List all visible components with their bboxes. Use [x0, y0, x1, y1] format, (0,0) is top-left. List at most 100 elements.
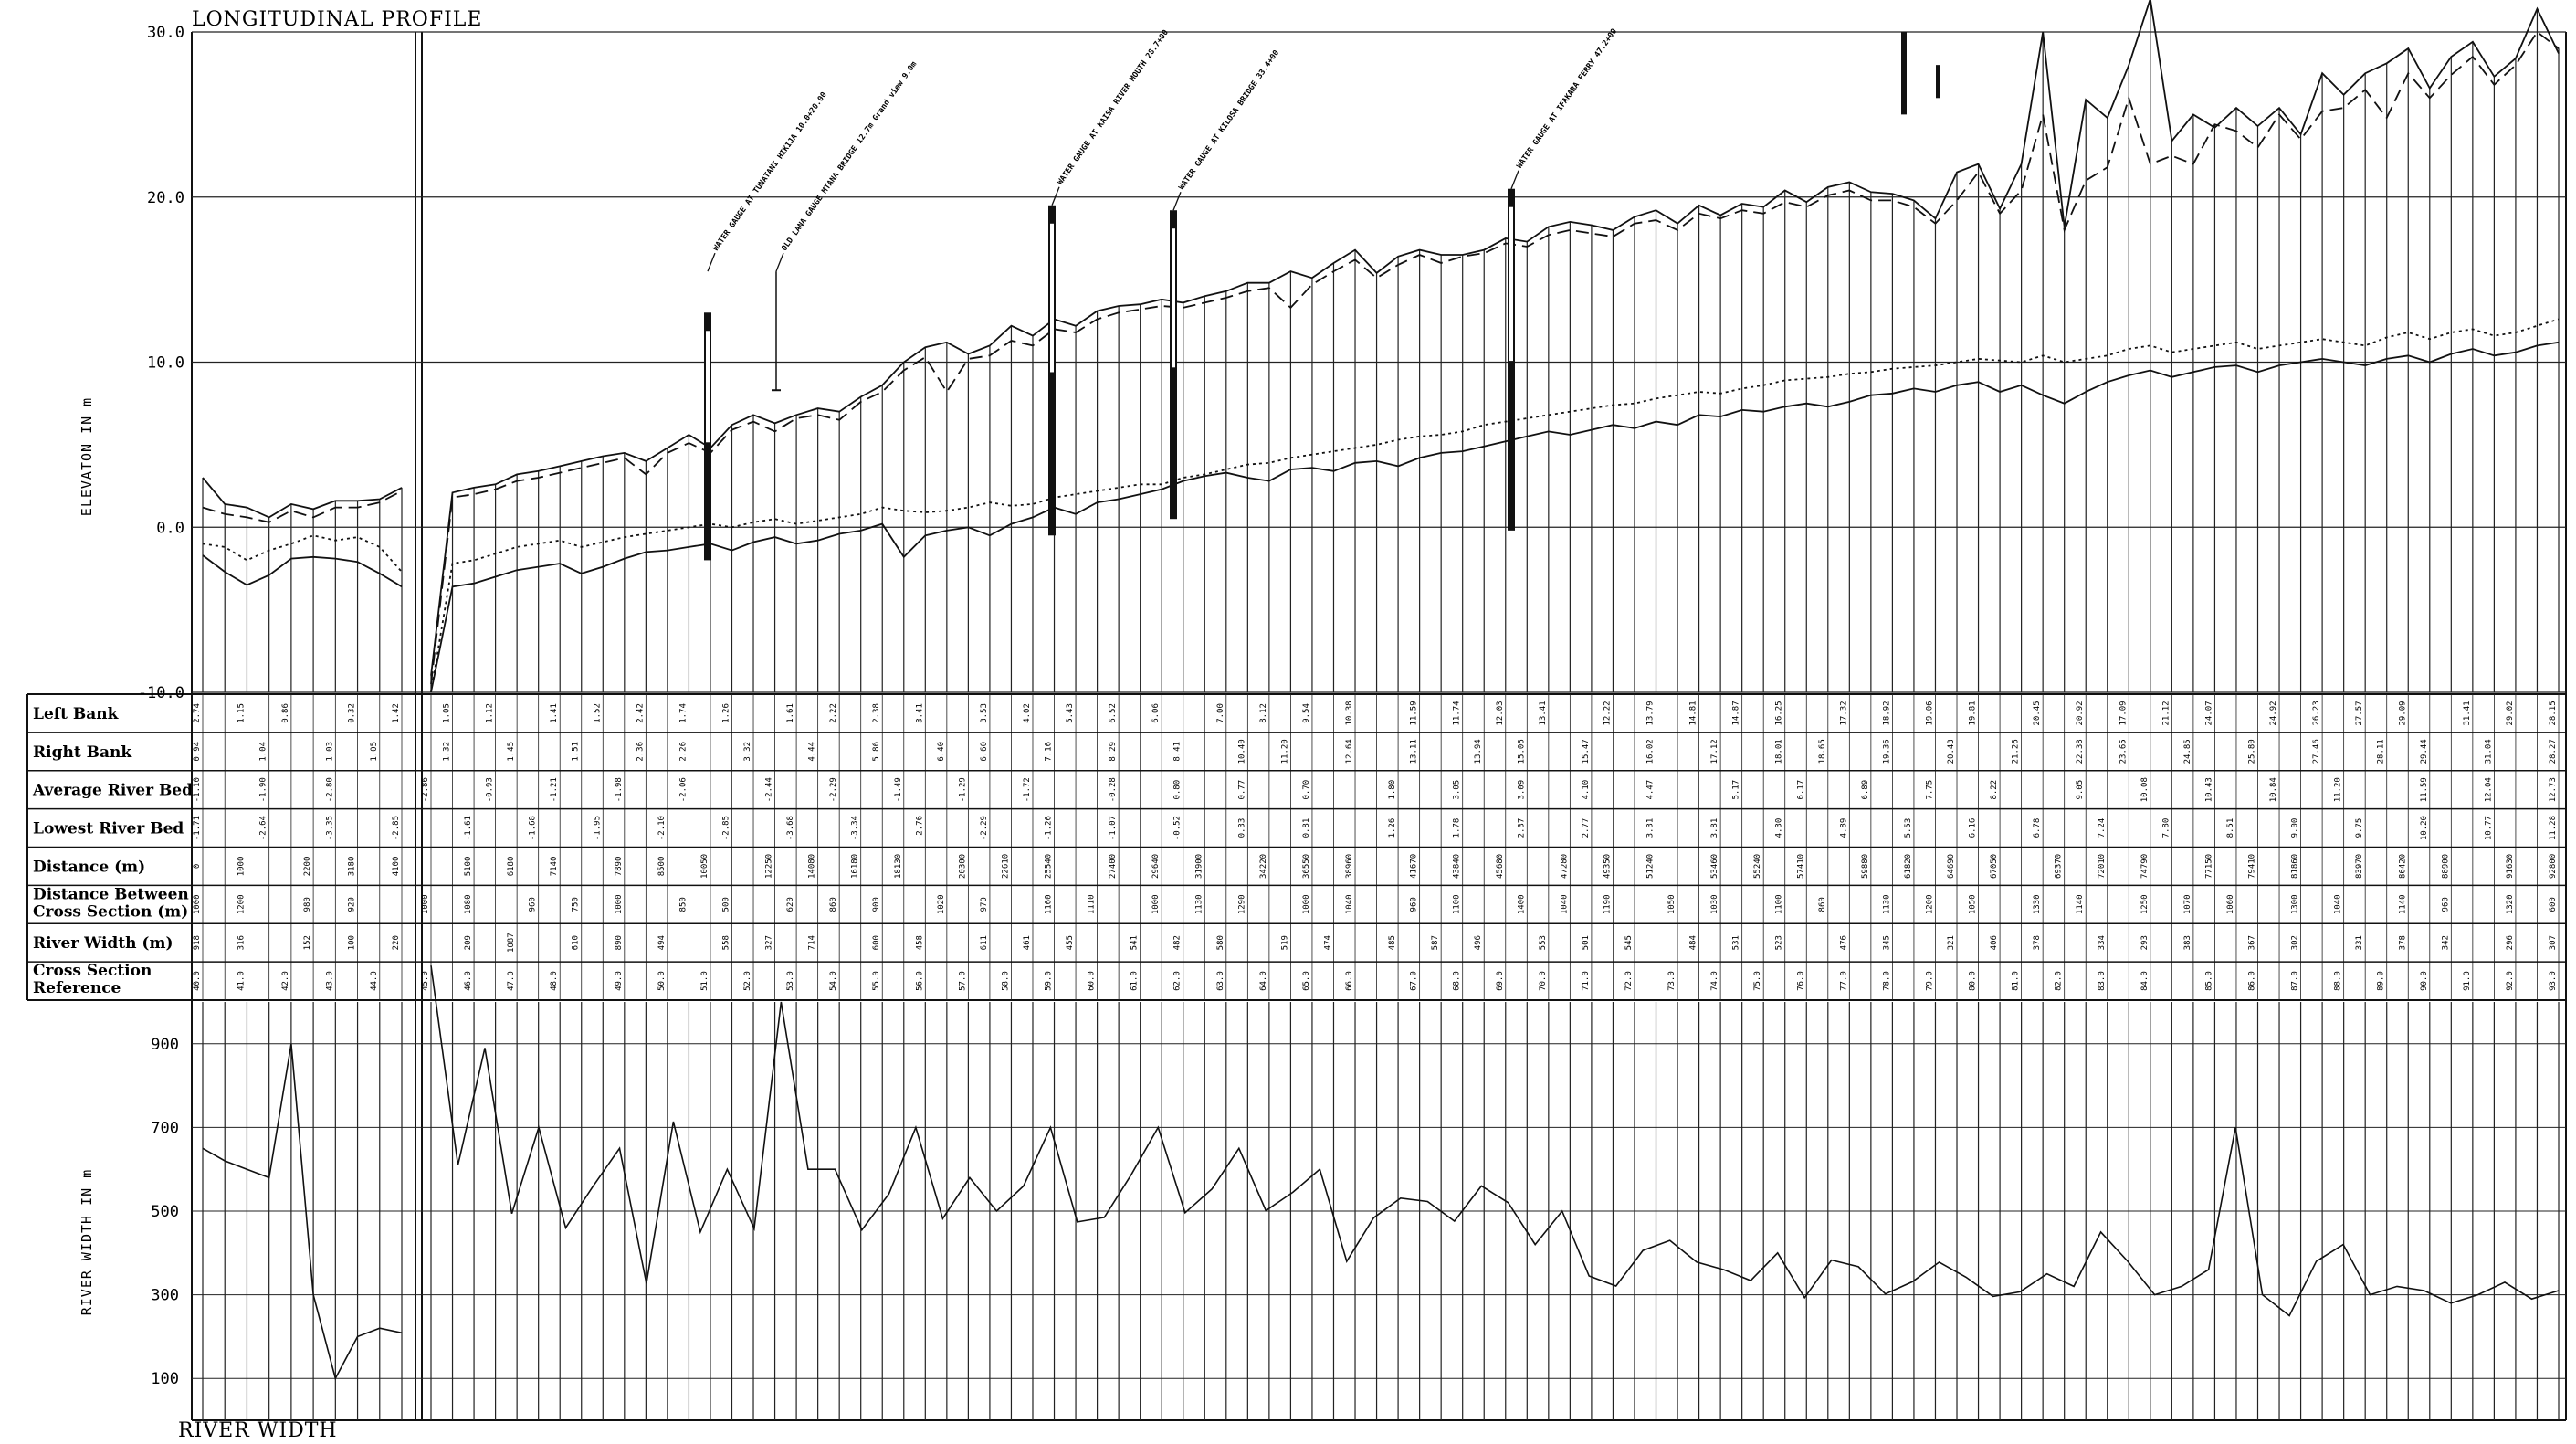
table-cell: 28.15	[2549, 701, 2558, 725]
table-cell: 13.11	[1410, 739, 1419, 764]
profile-series-line	[430, 341, 2560, 693]
table-cell: -0.93	[486, 777, 495, 802]
profile-y-tick-label: 0.0	[156, 519, 184, 537]
table-cell: 18.65	[1818, 739, 1827, 764]
table-cell: 2.38	[872, 703, 881, 723]
table-cell: 48.0	[550, 971, 559, 991]
table-cell: 42.0	[281, 971, 290, 991]
table-cell: 63.0	[1216, 971, 1225, 991]
table-cell: 55240	[1753, 854, 1762, 879]
table-cell: -1.68	[529, 816, 538, 840]
table-cell: 47.0	[507, 971, 516, 991]
table-cell: 59.0	[1045, 971, 1054, 991]
table-cell: 307	[2549, 935, 2558, 950]
table-cell: 302	[2291, 935, 2300, 950]
table-cell: 14.87	[1732, 701, 1741, 725]
table-cell: 5100	[464, 857, 473, 877]
table-cell: 92800	[2549, 854, 2558, 879]
table-cell: 558	[721, 935, 731, 950]
table-cell: 21.12	[2161, 701, 2171, 725]
table-cell: 476	[1839, 935, 1848, 950]
table-cell: 28.11	[2377, 739, 2386, 764]
table-cell: 960	[1410, 897, 1419, 912]
width-y-tick-label: 700	[151, 1119, 179, 1137]
table-cell: 6.16	[1969, 818, 1978, 838]
table-cell: 1.05	[443, 703, 452, 723]
table-cell: 57410	[1796, 854, 1805, 879]
sheet-frames	[26, 32, 2567, 1421]
gauge-staff-band	[1050, 223, 1054, 373]
table-cell: 5.86	[872, 742, 881, 762]
table-cell: 383	[2183, 935, 2192, 950]
table-cell: 2.22	[829, 703, 838, 723]
table-cell: -1.72	[1023, 777, 1032, 802]
table-cell: 1000	[237, 857, 246, 877]
table-cell: 5.17	[1732, 780, 1741, 800]
table-cell: -3.35	[325, 816, 334, 840]
table-cell: 70.0	[1539, 971, 1548, 991]
table-cell: -1.98	[615, 777, 624, 802]
table-cell: 84.0	[2140, 971, 2150, 991]
table-cell: 82.0	[2055, 971, 2064, 991]
table-cell: 20.45	[2033, 701, 2042, 725]
table-cell: 461	[1023, 935, 1032, 950]
table-cell: 29.09	[2398, 701, 2407, 725]
table-cell: 14080	[808, 854, 817, 879]
table-cell: 15.06	[1517, 739, 1526, 764]
table-cell: 1000	[421, 894, 430, 914]
table-cell: 0.86	[281, 703, 290, 723]
table-cell: 46.0	[464, 971, 473, 991]
table-cell: 16180	[851, 854, 860, 879]
table-cell: 6.89	[1861, 780, 1870, 800]
table-cell: 16.25	[1775, 701, 1784, 725]
table-cell: 1000	[615, 894, 624, 914]
table-cell: 11.28	[2549, 816, 2558, 840]
table-cell: 86.0	[2248, 971, 2257, 991]
table-cell: 2.26	[678, 742, 688, 762]
gauge-leader	[1172, 191, 1182, 211]
table-cell: 91630	[2506, 854, 2515, 879]
table-cell: 321	[1947, 935, 1956, 950]
table-cell: 59880	[1861, 854, 1870, 879]
table-cell: 19.81	[1969, 701, 1978, 725]
table-cell: 34220	[1259, 854, 1268, 879]
table-cell: 1110	[1088, 894, 1097, 914]
table-cell: 342	[2441, 935, 2450, 950]
table-cell: 1200	[237, 894, 246, 914]
table-cell: 1190	[1603, 894, 1612, 914]
table-cell: 20.43	[1947, 739, 1956, 764]
table-cell: 8500	[657, 857, 667, 877]
gauge-staff-band	[706, 331, 710, 443]
table-cell: 1.26	[721, 703, 731, 723]
table-row-label: Left Bank	[33, 705, 120, 723]
table-cell: 44.0	[370, 971, 379, 991]
table-cell: 1.04	[259, 742, 268, 762]
table-cell: 980	[303, 897, 312, 912]
table-cell: 1.45	[507, 742, 516, 762]
table-cell: 4.47	[1646, 780, 1656, 800]
gauge-note: WATER GAUGE AT TUNATANI HIKIJA 10.0+20.0…	[711, 90, 829, 253]
table-cell: 485	[1388, 935, 1397, 950]
table-cell: 406	[1990, 935, 1999, 950]
table-cell: 100	[348, 935, 357, 950]
table-cell: 5.53	[1904, 818, 1913, 838]
table-cell: 2.36	[636, 742, 645, 762]
table-cell: 10.38	[1345, 701, 1354, 725]
table-cell: 1.80	[1388, 780, 1397, 800]
table-cell: 850	[678, 897, 688, 912]
table-cell: -2.10	[657, 816, 667, 840]
table-cell: 918	[193, 935, 202, 950]
table-cell: 378	[2398, 935, 2407, 950]
table-cell: 12.03	[1496, 701, 1505, 725]
table-cell: 13.41	[1539, 701, 1548, 725]
profile-series-line	[202, 477, 403, 519]
table-cell: 10.20	[2420, 816, 2429, 840]
table-cell: 62.0	[1173, 971, 1183, 991]
table-cell: -2.44	[765, 777, 774, 802]
table-cell: 1030	[1710, 894, 1719, 914]
table-cell: 960	[529, 897, 538, 912]
table-cell: 41670	[1410, 854, 1419, 879]
table-cell: 7.00	[1216, 703, 1225, 723]
table-cell: 455	[1066, 935, 1075, 950]
width-y-tick-label: 900	[151, 1036, 179, 1054]
